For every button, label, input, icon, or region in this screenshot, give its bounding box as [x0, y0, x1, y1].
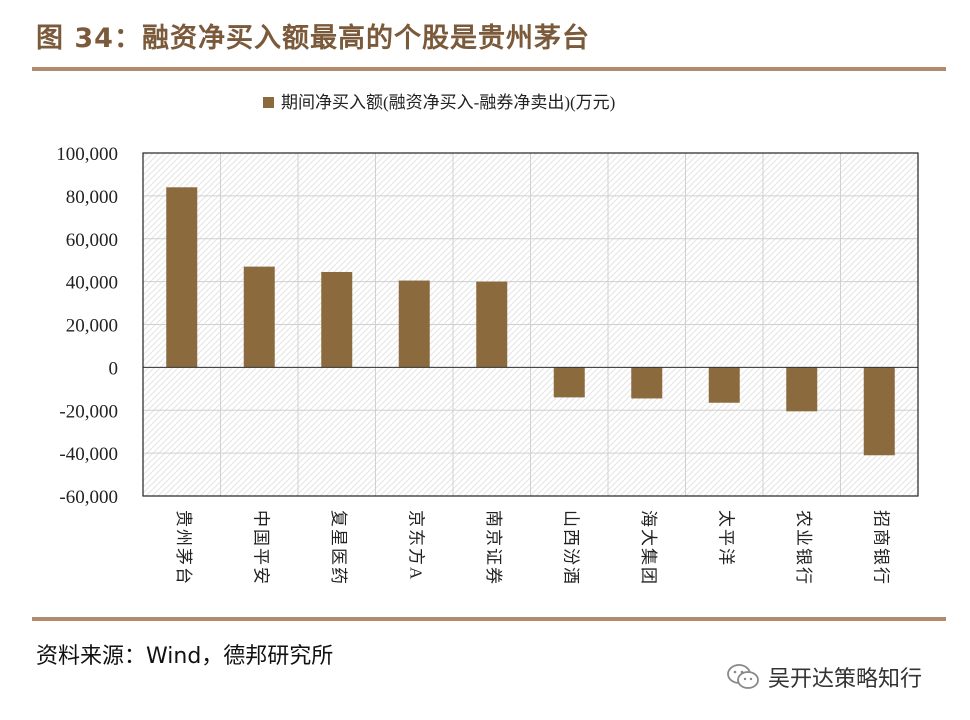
bar	[243, 266, 275, 368]
y-tick-label: 80,000	[66, 187, 118, 208]
y-tick-label: -60,000	[59, 487, 118, 508]
bar	[321, 271, 353, 368]
watermark-text: 吴开达策略知行	[768, 667, 923, 692]
bar	[863, 367, 895, 456]
y-tick-label: -20,000	[59, 401, 118, 422]
bars	[143, 187, 918, 456]
top-divider	[32, 67, 946, 71]
legend-swatch	[263, 97, 274, 108]
chart-legend: 期间净买入额(融资净买入-融券净卖出)(万元)	[263, 93, 615, 112]
source-note: 资料来源：Wind，德邦研究所	[36, 644, 334, 669]
x-tick-label: 南京证券	[484, 510, 503, 586]
grid-lines	[143, 152, 918, 497]
bar	[786, 367, 818, 412]
x-tick-label: 农业银行	[794, 510, 813, 586]
watermark: 吴开达策略知行	[726, 660, 922, 694]
wechat-icon	[727, 664, 759, 689]
y-axis: 100,000 80,000 60,000 40,000 20,000 0 -20,000 -…	[56, 144, 919, 508]
x-tick-label: 招商银行	[871, 510, 890, 586]
x-tick-label: 京东方A	[406, 510, 425, 581]
bar-chart: 期间净买入额(融资净买入-融券净卖出)(万元) 100,000 80,000 60,…	[56, 93, 919, 586]
y-tick-label: 0	[109, 358, 119, 379]
x-tick-label: 复星医药	[329, 510, 348, 586]
bar	[398, 280, 430, 368]
x-tick-label: 海大集团	[639, 510, 658, 586]
bar	[631, 367, 663, 399]
legend-label: 期间净买入额(融资净买入-融券净卖出)(万元)	[281, 93, 615, 112]
x-axis: 贵州茅台 中国平安 复星医药 京东方A 南京证券 山西汾酒 海大集团 太平洋 农业银行 招商银行	[174, 510, 891, 586]
bar	[166, 187, 198, 368]
y-tick-label: 60,000	[66, 230, 118, 251]
bar	[553, 367, 585, 398]
figure-title: 图 34：融资净买入额最高的个股是贵州茅台	[36, 23, 590, 54]
y-tick-label: 20,000	[66, 316, 118, 337]
x-tick-label: 中国平安	[251, 510, 270, 586]
x-tick-label: 太平洋	[716, 510, 735, 567]
bar	[708, 367, 740, 403]
bar	[476, 281, 508, 368]
y-tick-label: 40,000	[66, 273, 118, 294]
x-tick-label: 山西汾酒	[561, 510, 580, 586]
x-tick-label: 贵州茅台	[174, 510, 193, 586]
y-tick-label: -40,000	[59, 444, 118, 465]
plot-frame	[142, 152, 919, 497]
bottom-divider	[32, 617, 946, 621]
y-tick-label: 100,000	[56, 144, 118, 165]
